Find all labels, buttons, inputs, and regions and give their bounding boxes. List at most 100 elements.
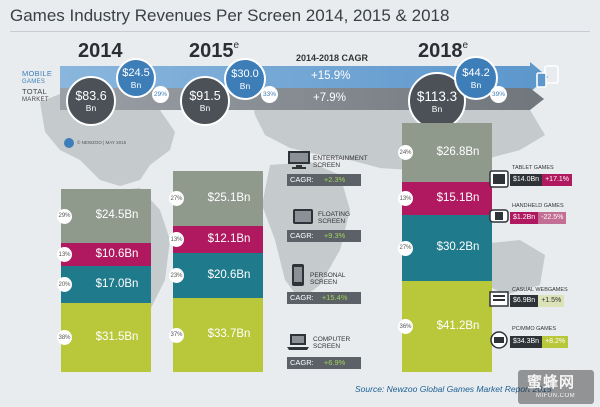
bar-segment-entertainment-2015e: $25.1Bn 27% — [169, 171, 263, 226]
bar-segment-personal-2015e: $20.6Bn 23% — [169, 253, 263, 298]
personal-cagr-tag: CAGR: +15.4% — [287, 292, 361, 304]
bar-share-label: 37% — [169, 327, 184, 343]
bar-value-label: $33.7Bn — [207, 328, 251, 340]
computer-screen-title: COMPUTER SCREEN — [313, 336, 350, 350]
year-2015-estimate-mark: e — [233, 40, 240, 51]
year-2015-header: 2015e — [189, 40, 239, 63]
bar-share-label: 13% — [57, 247, 72, 262]
pcmmo-games-tag: $34.3Bn +8.2% — [510, 336, 569, 348]
year-2014-label: 2014 — [78, 40, 123, 62]
handheld-games-icon — [489, 209, 509, 223]
bar-value-label: $31.5Bn — [95, 330, 139, 343]
bar-share-label: 13% — [169, 232, 184, 247]
total-2014-value: $83.6 — [75, 88, 107, 103]
credit-text: © NEWZOO | MAY 2015 — [77, 140, 127, 145]
bar-share-label: 27% — [169, 191, 184, 206]
computer-line1: COMPUTER — [313, 336, 351, 343]
bar-value-label: $24.5Bn — [95, 209, 139, 221]
mobile-cagr-value: +15.9% — [311, 70, 351, 82]
bar-value-label: $17.0Bn — [95, 277, 139, 290]
casual-webgames-tag: $6.9Bn +1.5% — [510, 295, 565, 307]
bar-segment-entertainment-2018e: $26.8Bn 24% — [398, 123, 492, 182]
watermark-badge — [518, 370, 594, 404]
casual-webgames-icon — [489, 291, 509, 307]
bar-segment-personal-2014: $17.0Bn 20% — [57, 266, 151, 303]
bar-value-label: $12.1Bn — [207, 232, 251, 245]
floating-screen-title: FLOATING SCREEN — [318, 211, 350, 225]
total-label-line1: TOTAL — [22, 87, 47, 96]
mobile-games-label: MOBILE GAMES — [22, 70, 52, 86]
mobile-2015-unit: Bn — [239, 80, 251, 91]
bar-segment-computer-2018e: $41.2Bn 36% — [398, 281, 492, 372]
phone-icon — [292, 264, 304, 286]
tablet-icon — [293, 209, 313, 224]
tablet-games-title: TABLET GAMES — [512, 165, 554, 171]
year-2015-label: 2015 — [189, 40, 234, 62]
mobile-2015-share: 33% — [261, 86, 278, 103]
mobile-2015-bubble: $30.0 Bn — [224, 58, 266, 100]
personal-screen-title: PERSONAL SCREEN — [310, 272, 345, 286]
computer-cagr-label: CAGR: — [290, 358, 314, 367]
bar-segment-floating-2014: $10.6Bn 13% — [57, 243, 151, 266]
total-2015-unit: Bn — [199, 102, 211, 113]
laptop-icon — [287, 334, 309, 350]
tablet-games-tag: $14.0Bn +17.1% — [510, 174, 573, 186]
entertainment-cagr-value: +2.3% — [323, 175, 346, 184]
tablet-games-icon — [489, 170, 509, 188]
computer-cagr-tag: CAGR: +6.9% — [287, 357, 361, 369]
personal-line1: PERSONAL — [310, 272, 346, 279]
pcmmo-games-icon — [490, 331, 508, 349]
bar-segment-computer-2015e: $33.7Bn 37% — [169, 298, 263, 372]
handheld-games-tag: $1.2Bn -22.5% — [510, 212, 567, 224]
watermark-url: MIFUN.COM — [536, 393, 576, 399]
tablet-games-cagr: +17.1% — [542, 174, 573, 186]
year-2014-header: 2014 — [78, 40, 123, 63]
tv-icon — [288, 151, 310, 169]
computer-cagr-value: +6.9% — [323, 358, 346, 367]
mobile-label-line2: GAMES — [22, 79, 46, 85]
bar-segment-entertainment-2014: $24.5Bn 29% — [57, 189, 151, 243]
mobile-2018-unit: Bn — [470, 79, 482, 90]
bar-value-label: $26.8Bn — [436, 145, 480, 158]
total-band-arrowhead — [530, 88, 544, 110]
year-2018-header: 2018e — [418, 40, 468, 63]
total-2015-bubble: $91.5 Bn — [180, 76, 230, 126]
mobile-2018-share: 39% — [490, 86, 507, 103]
bar-share-label: 20% — [57, 277, 72, 292]
bar-share-label: 27% — [398, 240, 413, 256]
newzoo-logo-icon — [64, 138, 74, 148]
computer-line2: SCREEN — [313, 343, 341, 350]
bar-share-label: 29% — [57, 208, 72, 224]
entertainment-cagr-tag: CAGR: +2.3% — [287, 174, 361, 186]
bar-value-label: $25.1Bn — [207, 191, 251, 204]
cagr-header: 2014-2018 CAGR — [296, 53, 369, 63]
bar-value-label: $41.2Bn — [436, 319, 480, 332]
mobile-2014-unit: Bn — [130, 79, 142, 90]
mobile-2015-value: $30.0 — [231, 67, 259, 80]
title-divider — [10, 31, 590, 32]
year-2018-estimate-mark: e — [462, 40, 469, 51]
total-market-label: TOTAL MARKET — [22, 88, 49, 104]
bar-2018: $41.2Bn 36% $30.2Bn 27% $15.1Bn 13% $26.8Bn 24% — [398, 123, 492, 372]
casual-webgames-cagr: +1.5% — [538, 295, 565, 307]
bar-value-label: $30.2Bn — [436, 241, 480, 253]
mobile-2014-value: $24.5 — [122, 66, 150, 79]
entertainment-cagr-label: CAGR: — [290, 175, 314, 184]
bar-segment-floating-2015e: $12.1Bn 13% — [169, 226, 263, 253]
total-2015-value: $91.5 — [189, 88, 221, 103]
mobile-games-band — [60, 66, 530, 88]
personal-line2: SCREEN — [310, 279, 338, 286]
page-title: Games Industry Revenues Per Screen 2014,… — [10, 6, 450, 25]
bar-value-label: $15.1Bn — [436, 191, 480, 204]
source-note: Source: Newzoo Global Games Market Repor… — [355, 384, 552, 394]
mobile-label-line1: MOBILE — [22, 69, 53, 78]
bar-2014: $31.5Bn 38% $17.0Bn 20% $10.6Bn 13% $24.5Bn 29% — [57, 188, 151, 372]
pcmmo-games-value: $34.3Bn — [510, 336, 543, 348]
entertainment-line2: SCREEN — [313, 162, 341, 169]
mobile-2014-share: 29% — [152, 86, 169, 103]
casual-webgames-title: CASUAL WEBGAMES — [512, 287, 568, 293]
handheld-games-value: $1.2Bn — [510, 212, 539, 224]
floating-cagr-tag: CAGR: +9.3% — [287, 230, 361, 242]
mobile-2018-value: $44.2 — [462, 66, 490, 79]
pcmmo-games-cagr: +8.2% — [542, 336, 569, 348]
